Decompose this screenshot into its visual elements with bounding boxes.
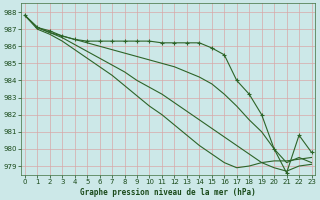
X-axis label: Graphe pression niveau de la mer (hPa): Graphe pression niveau de la mer (hPa) xyxy=(80,188,256,197)
